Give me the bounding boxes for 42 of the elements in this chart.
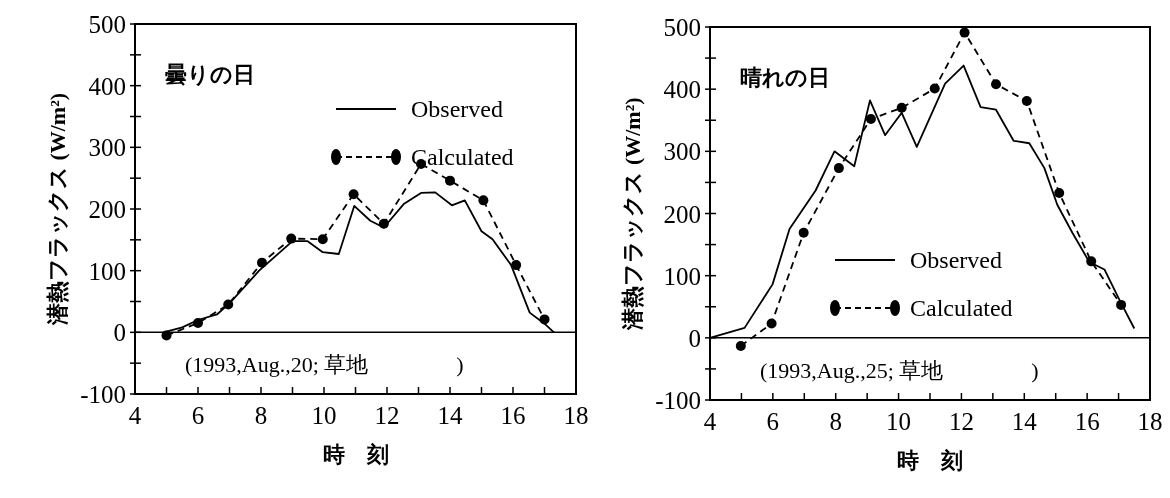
legend-label: Observed [910,247,1002,273]
x-axis-title: 時 刻 [897,448,963,473]
x-tick-label: 16 [500,402,526,429]
y-tick-label: 300 [88,134,126,162]
y-tick-label: 400 [663,76,701,104]
legend-label: Observed [411,96,503,122]
y-tick-label: -100 [80,381,126,408]
legend-label: Calculated [411,144,514,170]
x-axis-title: 時 刻 [322,442,389,467]
y-tick-label: 0 [113,319,126,347]
text: 晴れの日 [740,65,830,90]
x-tick-label: 18 [1137,408,1163,435]
y-tick-label: 0 [688,324,701,352]
x-tick-label: 4 [703,408,717,435]
x-tick-label: 8 [254,402,268,429]
y-tick-label: 100 [663,262,701,290]
y-tick-label: 500 [663,14,701,41]
x-tick-label: 6 [191,402,205,429]
y-tick-label: -100 [655,387,701,414]
x-tick-label: 8 [829,408,842,435]
annotation: (1993,Aug.,25; 草地 ) [760,358,1039,383]
annotation: (1993,Aug.,20; 草地 ) [185,352,464,377]
x-tick-label: 12 [948,408,974,435]
x-tick-label: 6 [766,408,780,435]
text: 曇りの日 [165,62,255,87]
y-tick-label: 500 [88,11,126,38]
y-tick-label: 400 [88,72,126,100]
y-tick-label: 200 [663,200,701,228]
y-axis-title: 潜熱フラックス (W/m²) [45,92,70,327]
x-tick-label: 14 [437,402,463,429]
x-tick-label: 10 [311,402,337,429]
y-tick-label: 100 [88,257,126,285]
legend-label: Calculated [910,295,1013,321]
y-axis-title: 潜熱フラックス (W/m²) [620,97,645,331]
x-tick-label: 4 [128,402,142,429]
y-tick-label: 200 [88,196,126,223]
x-tick-label: 14 [1011,408,1038,435]
y-tick-label: 300 [663,138,701,166]
x-tick-label: 18 [563,402,589,429]
x-tick-label: 16 [1074,408,1100,435]
x-tick-label: 10 [886,408,912,435]
x-tick-label: 12 [374,402,400,429]
